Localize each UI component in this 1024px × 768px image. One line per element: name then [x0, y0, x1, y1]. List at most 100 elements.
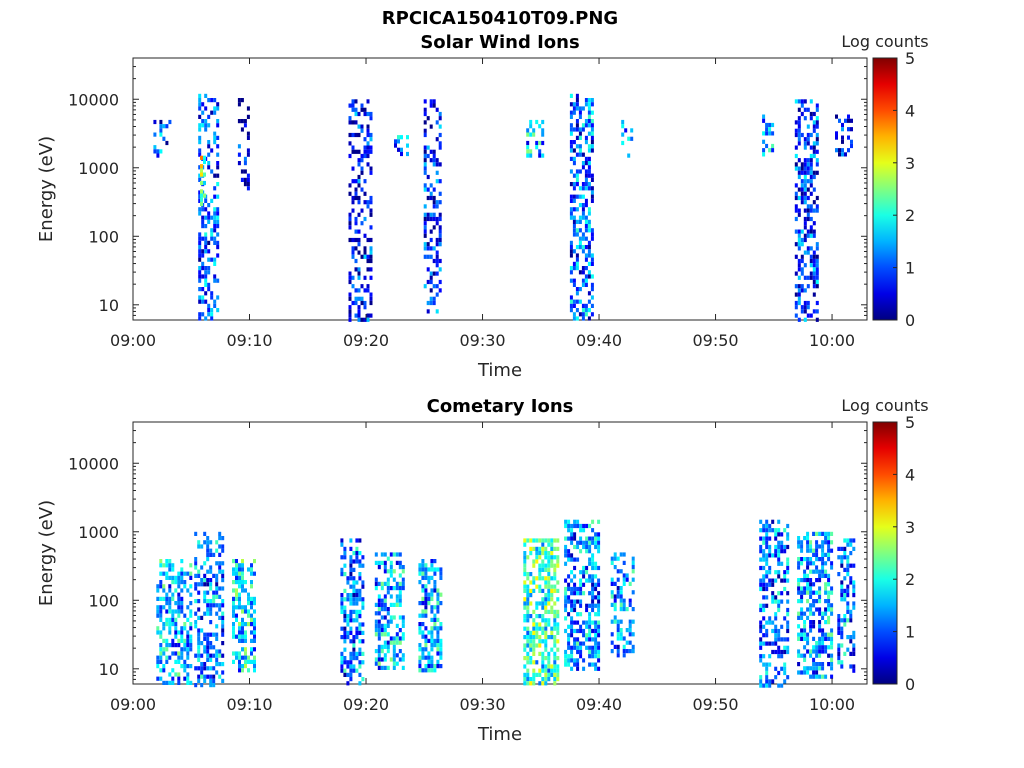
heatmap-cell	[235, 567, 238, 572]
heatmap-cell	[570, 607, 574, 613]
heatmap-cell	[575, 169, 579, 174]
heatmap-cell	[189, 643, 193, 648]
heatmap-cell	[424, 592, 428, 597]
heatmap-cell	[556, 647, 560, 652]
heatmap-cell	[768, 148, 772, 153]
heatmap-cell	[780, 599, 784, 604]
heatmap-cell	[398, 649, 402, 654]
heatmap-cell	[815, 552, 819, 557]
heatmap-cell	[526, 588, 530, 593]
heatmap-cell	[237, 98, 241, 103]
heatmap-cell	[162, 680, 166, 685]
heatmap-cell	[824, 586, 828, 591]
heatmap-cell	[538, 538, 542, 543]
heatmap-cell	[846, 584, 850, 589]
heatmap-cell	[572, 102, 576, 107]
heatmap-cell	[389, 573, 393, 578]
heatmap-cell	[348, 237, 352, 243]
heatmap-cell	[340, 605, 344, 610]
heatmap-cell	[786, 544, 790, 550]
heatmap-cell	[797, 132, 801, 138]
heatmap-cell	[797, 624, 801, 629]
heatmap-cell	[438, 132, 442, 138]
heatmap-cell	[815, 263, 819, 268]
heatmap-cell	[830, 657, 834, 662]
heatmap-cell	[395, 552, 399, 557]
heatmap-cell	[818, 645, 822, 650]
heatmap-cell	[815, 607, 819, 612]
heatmap-cell	[529, 677, 533, 682]
heatmap-cell	[197, 628, 201, 633]
heatmap-cell	[401, 632, 405, 637]
heatmap-cell	[532, 622, 536, 627]
heatmap-cell	[573, 607, 577, 613]
heatmap-cell	[569, 207, 573, 212]
heatmap-cell	[564, 603, 568, 608]
heatmap-cell	[352, 618, 356, 623]
heatmap-cell	[575, 257, 579, 262]
heatmap-cell	[246, 131, 250, 136]
heatmap-cell	[541, 656, 545, 661]
heatmap-cell	[550, 597, 554, 602]
heatmap-cell	[765, 620, 769, 625]
heatmap-cell	[377, 565, 381, 570]
y-tick-label: 10000	[68, 90, 119, 109]
heatmap-cell	[806, 615, 810, 620]
heatmap-cell	[818, 557, 822, 562]
heatmap-cell	[207, 114, 211, 119]
colorbar-tick-label: 0	[905, 675, 915, 694]
heatmap-cell	[812, 221, 816, 226]
heatmap-cell	[765, 561, 769, 566]
heatmap-cell	[567, 595, 571, 600]
colorbar-tick-label: 3	[905, 154, 915, 173]
heatmap-cell	[340, 635, 344, 640]
heatmap-cell	[355, 597, 359, 602]
heatmap-cell	[570, 578, 574, 583]
heatmap-cell	[363, 111, 367, 117]
heatmap-cell	[535, 546, 539, 551]
heatmap-cell	[435, 250, 439, 255]
heatmap-cell	[812, 275, 816, 280]
heatmap-cell	[526, 153, 530, 158]
heatmap-cell	[343, 609, 347, 614]
heatmap-cell	[432, 258, 436, 264]
heatmap-cell	[247, 601, 250, 606]
heatmap-cell	[240, 127, 244, 132]
heatmap-cell	[174, 626, 178, 631]
heatmap-cell	[355, 588, 359, 593]
y-tick-label: 100	[88, 227, 119, 246]
heatmap-cell	[186, 571, 190, 576]
heatmap-cell	[821, 636, 825, 641]
heatmap-cell	[818, 620, 822, 625]
heatmap-cell	[569, 308, 573, 313]
heatmap-cell	[550, 605, 554, 610]
heatmap-cell	[430, 638, 434, 643]
heatmap-cell	[200, 628, 204, 633]
heatmap-cell	[374, 611, 378, 616]
heatmap-cell	[209, 603, 213, 608]
heatmap-cell	[201, 123, 205, 128]
heatmap-cell	[765, 679, 769, 684]
heatmap-cell	[216, 295, 220, 300]
heatmap-cell	[759, 624, 763, 629]
y-tick-label: 100	[88, 591, 119, 610]
heatmap-cell	[526, 555, 530, 560]
heatmap-cell	[625, 628, 629, 633]
heatmap-cell	[821, 569, 825, 574]
heatmap-cell	[380, 598, 384, 603]
heatmap-cell	[429, 99, 433, 104]
heatmap-cell	[433, 567, 437, 572]
heatmap-cell	[553, 681, 557, 686]
heatmap-cell	[590, 282, 594, 287]
heatmap-cell	[215, 540, 219, 545]
heatmap-cell	[357, 271, 361, 276]
heatmap-cell	[585, 544, 589, 550]
heatmap-cell	[800, 258, 804, 264]
heatmap-cell	[803, 573, 807, 578]
heatmap-cell	[235, 559, 238, 564]
heatmap-cell	[794, 99, 798, 104]
heatmap-cell	[547, 576, 551, 581]
heatmap-cell	[427, 580, 431, 585]
heatmap-cell	[165, 563, 169, 568]
heatmap-cell	[174, 588, 178, 593]
